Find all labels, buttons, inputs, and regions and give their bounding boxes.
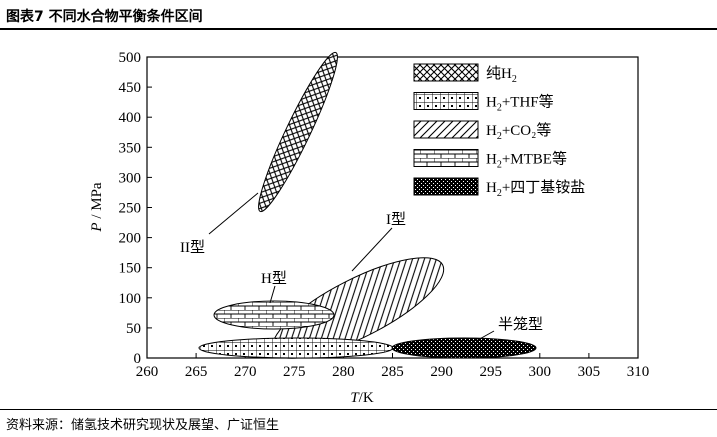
y-tick-label: 500 [119,50,142,66]
legend-swatch-brick [413,149,479,167]
legend-label-base: 纯H [486,65,512,82]
y-tick-label: 200 [119,231,142,247]
annotation-type-ii: II型 [180,239,205,256]
leader-type-h [269,285,276,304]
legend-label: H2+MTBE等 [486,150,567,171]
x-axis: 260 265 270 275 280 285 290 295 300 305 310 [136,353,650,380]
y-axis-label-unit: / MPa [89,182,105,222]
region-h2-mtbe [213,300,335,330]
x-tick-label: 280 [332,364,355,380]
leader-type-ii [208,192,259,235]
hydrate-regions [198,51,537,359]
x-tick-label: 260 [136,364,159,380]
hydrate-equilibrium-chart: 260 265 270 275 280 285 290 295 300 305 310 0 50 100… [89,50,650,406]
annotations: II型 H型 I型 半笼型 [180,211,543,333]
legend-label-sub: 2 [512,74,517,85]
x-tick-label: 310 [627,364,650,380]
x-tick-label: 275 [283,364,306,380]
header-rule [0,28,717,30]
region-h2-thf [198,337,394,359]
legend-label-tail: +CO₂等 [502,121,552,139]
legend-label: H2+CO₂等 [486,121,551,142]
legend-swatch-dotted-grid [413,92,479,110]
leader-semi-clathrate [475,330,495,342]
legend-label-tail: +四丁基铵盐 [502,179,585,196]
annotation-type-h: H型 [261,270,287,287]
legend-label-base: H [486,95,497,111]
legend-label: H2+四丁基铵盐 [486,179,585,199]
y-tick-label: 50 [126,321,141,337]
x-tick-label: 290 [430,364,453,380]
legend-label-tail: +THF等 [502,93,554,111]
legend-swatch-crosshatch [413,63,479,82]
legend-label-base: H [486,180,497,196]
x-axis-label-unit: /K [359,390,374,406]
x-tick-label: 305 [578,364,601,380]
legend-label-sub: 2 [497,103,502,114]
x-tick-label: 300 [529,364,552,380]
y-tick-label: 350 [119,140,142,156]
y-axis-label: P / MPa [89,182,105,233]
figure-source: 资料来源：储氢技术研究现状及展望、广证恒生 [6,418,280,433]
y-tick-label: 450 [119,80,142,96]
legend-swatch-dense-weave [413,177,479,196]
annotation-leaders [208,192,495,342]
legend-label: H2+THF等 [486,93,554,114]
figure-header: 图表7 不同水合物平衡条件区间 [0,0,717,30]
legend-label-base: H [486,123,497,139]
y-axis: 0 50 100 150 200 250 300 350 400 450 500 [119,50,152,367]
y-tick-label: 300 [119,170,142,186]
region-pure-h2 [258,51,338,213]
annotation-semi-clathrate: 半笼型 [498,316,543,333]
legend-swatch-diagonal [413,120,479,139]
legend-label: 纯H2 [486,65,517,85]
footer-rule [0,409,717,410]
x-axis-label-var: T [350,390,360,406]
legend-label-base: H [486,152,497,168]
y-tick-label: 0 [134,351,142,367]
region-h2-tbab [391,337,537,359]
legend-label-tail: +MTBE等 [502,150,567,168]
x-axis-label: T/K [350,390,374,406]
legend-label-sub: 2 [497,160,502,171]
x-tick-label: 295 [479,364,502,380]
x-tick-label: 270 [234,364,257,380]
x-tick-label: 265 [185,364,208,380]
x-tick-label: 285 [381,364,404,380]
annotation-type-i: I型 [386,211,406,228]
figure-title: 图表7 不同水合物平衡条件区间 [6,9,203,25]
legend-label-sub: 2 [497,131,502,142]
y-tick-label: 100 [119,291,142,307]
y-tick-label: 400 [119,110,142,126]
leader-type-i [351,227,393,272]
legend-label-sub: 2 [497,188,502,199]
y-axis-label-var: P [89,222,105,232]
y-tick-label: 150 [119,261,142,277]
y-tick-label: 250 [119,201,142,217]
